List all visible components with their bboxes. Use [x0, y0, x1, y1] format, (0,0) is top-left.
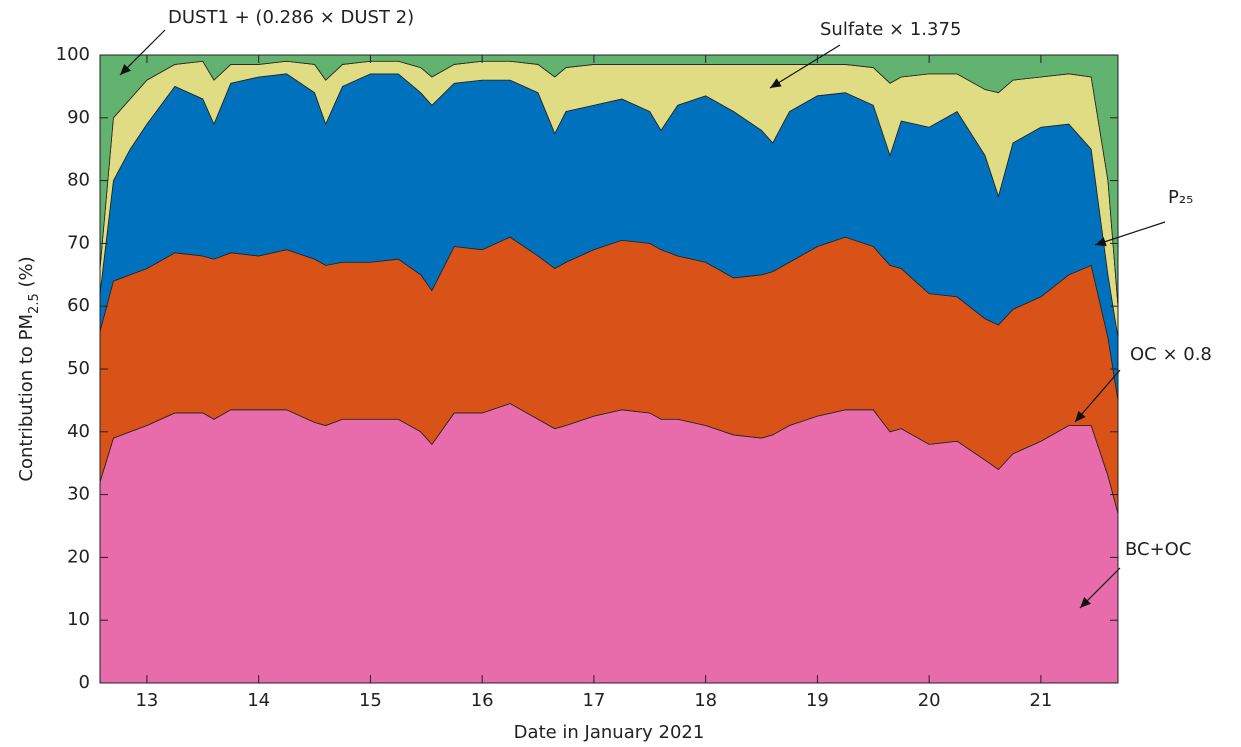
x-tick-label: 21: [1029, 690, 1052, 711]
x-axis-label: Date in January 2021: [514, 722, 705, 743]
y-tick-label: 0: [79, 672, 90, 693]
y-tick-label: 80: [67, 170, 90, 191]
y-tick-label: 100: [56, 44, 90, 65]
legend-label: Sulfate × 1.375: [820, 19, 961, 40]
x-tick-label: 13: [135, 690, 158, 711]
y-axis-label-part: Contribution to PM: [16, 314, 37, 482]
annotation-arrow: [1094, 221, 1166, 247]
y-axis-label-sub: 2.5: [27, 293, 42, 314]
y-tick-label: 30: [67, 484, 90, 505]
x-tick-label: 15: [359, 690, 382, 711]
legend-label: OC × 0.8: [1130, 344, 1212, 365]
x-tick-label: 16: [471, 690, 494, 711]
annotation-arrow: [1074, 369, 1121, 423]
annotation-arrow: [1079, 567, 1121, 609]
x-tick-label: 17: [582, 690, 605, 711]
y-tick-label: 40: [67, 421, 90, 442]
y-tick-label: 90: [67, 107, 90, 128]
legend-label: BC+OC: [1125, 539, 1191, 560]
x-tick-label: 14: [247, 690, 270, 711]
y-tick-label: 60: [67, 295, 90, 316]
annotation-arrow: [769, 44, 841, 89]
x-tick-label: 19: [806, 690, 829, 711]
y-tick-label: 10: [67, 609, 90, 630]
legend-label: DUST1 + (0.286 × DUST 2): [168, 7, 414, 28]
y-axis-label: Contribution to PM2.5 (%): [16, 256, 42, 481]
y-tick-label: 50: [67, 358, 90, 379]
y-axis-label-part: (%): [16, 256, 37, 293]
x-tick-label: 20: [918, 690, 941, 711]
y-tick-label: 20: [67, 546, 90, 567]
legend-label: P₂₅: [1168, 187, 1193, 208]
plot-area: [99, 54, 1119, 684]
annotation-arrow: [119, 29, 166, 76]
y-tick-label: 70: [67, 232, 90, 253]
x-tick-label: 18: [694, 690, 717, 711]
